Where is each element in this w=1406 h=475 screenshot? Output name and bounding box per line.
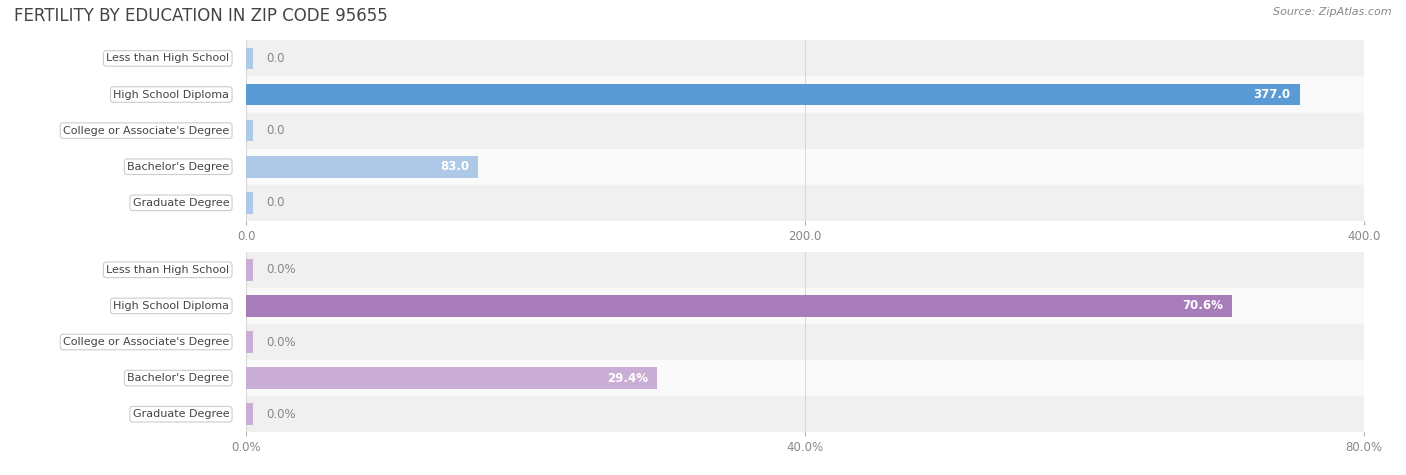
Text: 0.0%: 0.0% [266, 408, 295, 421]
Bar [246, 259, 253, 281]
Bar [246, 192, 253, 214]
Bar [246, 295, 1233, 317]
Text: Bachelor's Degree: Bachelor's Degree [127, 373, 229, 383]
Text: High School Diploma: High School Diploma [114, 301, 229, 311]
Bar [246, 120, 253, 142]
Text: 0.0%: 0.0% [266, 335, 295, 349]
Text: Graduate Degree: Graduate Degree [132, 198, 229, 208]
Bar [246, 40, 1364, 76]
Bar [246, 48, 253, 69]
Text: 70.6%: 70.6% [1182, 299, 1223, 313]
Text: Less than High School: Less than High School [107, 53, 229, 64]
Text: FERTILITY BY EDUCATION IN ZIP CODE 95655: FERTILITY BY EDUCATION IN ZIP CODE 95655 [14, 7, 388, 25]
Bar [246, 84, 1299, 105]
Text: 0.0%: 0.0% [266, 263, 295, 276]
Bar [246, 156, 478, 178]
Text: High School Diploma: High School Diploma [114, 89, 229, 100]
Bar [246, 149, 1364, 185]
Bar [246, 331, 253, 353]
Text: Bachelor's Degree: Bachelor's Degree [127, 162, 229, 172]
Bar [246, 396, 1364, 432]
Text: 0.0: 0.0 [266, 52, 284, 65]
Bar [246, 403, 253, 425]
Text: Graduate Degree: Graduate Degree [132, 409, 229, 419]
Bar [246, 324, 1364, 360]
Bar [246, 76, 1364, 113]
Bar [246, 185, 1364, 221]
Bar [246, 288, 1364, 324]
Text: College or Associate's Degree: College or Associate's Degree [63, 125, 229, 136]
Text: 0.0: 0.0 [266, 196, 284, 209]
Text: 0.0: 0.0 [266, 124, 284, 137]
Bar [246, 360, 1364, 396]
Bar [246, 367, 657, 389]
Text: 377.0: 377.0 [1254, 88, 1291, 101]
Text: Source: ZipAtlas.com: Source: ZipAtlas.com [1274, 7, 1392, 17]
Text: 83.0: 83.0 [440, 160, 470, 173]
Text: Less than High School: Less than High School [107, 265, 229, 275]
Bar [246, 113, 1364, 149]
Text: 29.4%: 29.4% [607, 371, 648, 385]
Bar [246, 252, 1364, 288]
Text: College or Associate's Degree: College or Associate's Degree [63, 337, 229, 347]
